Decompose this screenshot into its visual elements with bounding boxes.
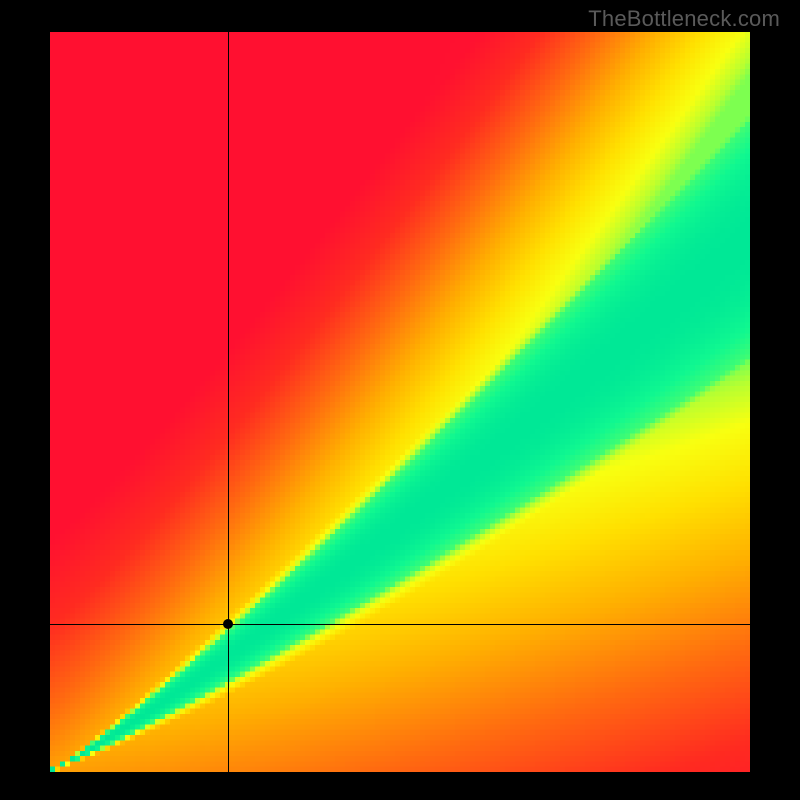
crosshair-horizontal (50, 624, 750, 625)
watermark-text: TheBottleneck.com (588, 6, 780, 32)
heatmap-plot (50, 32, 750, 772)
bottleneck-marker (223, 619, 233, 629)
heatmap-canvas (50, 32, 750, 772)
crosshair-vertical (228, 32, 229, 772)
